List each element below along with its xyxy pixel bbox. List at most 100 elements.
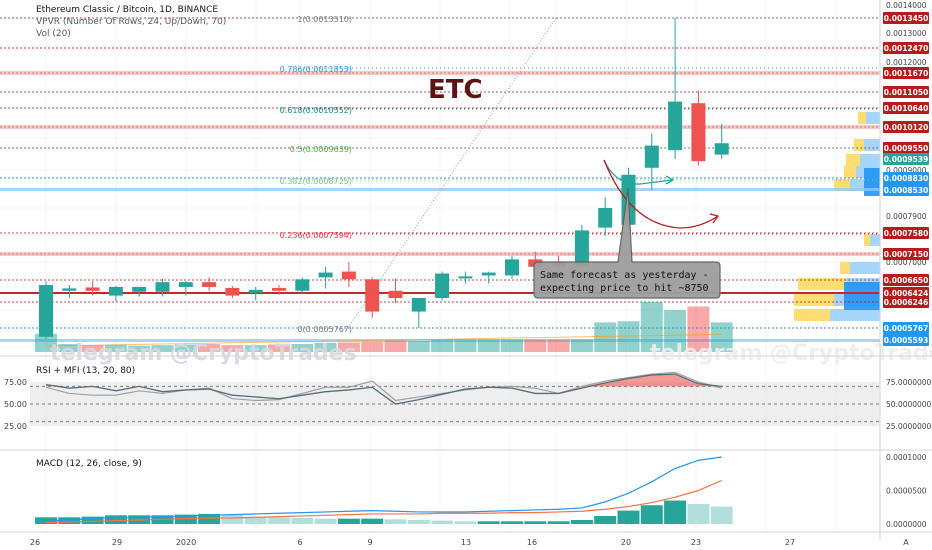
price-tag-label: 0.0006424 (884, 289, 929, 298)
price-tag[interactable] (883, 102, 929, 114)
price-tag-label: 0.0012470 (884, 44, 929, 53)
candle-body[interactable] (318, 272, 333, 278)
candle-body[interactable] (108, 286, 123, 296)
macd-histogram-bar (35, 517, 57, 524)
vpvr-up-bar (830, 309, 880, 321)
time-axis-label: 20 (621, 538, 631, 547)
candle-body[interactable] (574, 230, 589, 267)
price-tag-label: 0.0011670 (884, 69, 929, 78)
price-tag-label: 0.0005593 (884, 336, 929, 345)
macd-histogram-bar (501, 521, 523, 524)
volume-bar (640, 302, 663, 352)
price-axis-tick: 0.0007000 (886, 258, 927, 267)
price-tag[interactable] (883, 172, 929, 184)
volume-bar (337, 342, 360, 352)
vpvr-poc-bar (844, 282, 880, 310)
volume-bar (35, 333, 57, 352)
macd-histogram-bar (58, 517, 81, 524)
candle-body[interactable] (272, 287, 286, 291)
blue-zone (0, 188, 880, 191)
volume-bar (151, 345, 174, 352)
candle-body[interactable] (668, 101, 683, 151)
vpvr-up-bar (870, 234, 880, 246)
candle-body[interactable] (411, 298, 426, 312)
macd-panel-title: MACD (12, 26, close, 9) (36, 459, 142, 469)
candle-body[interactable] (388, 290, 403, 298)
macd-histogram-bar (454, 521, 477, 524)
fib-level-label: 0.382(0.0008725) (280, 177, 352, 186)
price-tag[interactable] (883, 67, 929, 79)
price-tag[interactable] (883, 121, 929, 133)
price-tag[interactable] (883, 12, 929, 24)
fib-level-label: 0.786(0.0011853) (280, 65, 352, 74)
candle-body[interactable] (598, 208, 613, 228)
volume-bar (501, 339, 523, 352)
volume-bar (314, 342, 337, 352)
price-tag[interactable] (883, 86, 929, 98)
fib-level-label: 0.618(0.0010552) (280, 106, 352, 115)
macd-histogram-bar (221, 514, 244, 524)
candle-body[interactable] (341, 271, 356, 280)
callout-text-line2: expecting price to hit ~8750 (540, 283, 709, 294)
candle-body[interactable] (691, 103, 706, 162)
candle-body[interactable] (132, 286, 147, 292)
volume-bar (570, 339, 593, 352)
candle-body[interactable] (644, 145, 659, 168)
price-tag[interactable] (883, 184, 929, 196)
time-axis-label: 9 (367, 538, 372, 547)
candle-body[interactable] (481, 272, 496, 276)
volume-bar (221, 345, 244, 352)
candle-body[interactable] (505, 259, 519, 276)
macd-histogram-bar (477, 521, 500, 524)
price-tag[interactable] (883, 274, 929, 286)
volume-bar (710, 322, 733, 352)
candle-body[interactable] (178, 282, 193, 287)
rsi-right-tick: 75.0000000 (886, 378, 932, 387)
price-tag[interactable] (883, 153, 929, 165)
volume-legend: Vol (20) (36, 29, 71, 39)
macd-histogram-bar (407, 519, 430, 524)
price-axis-tick: 0.0014000 (886, 1, 927, 10)
price-tag-label: 0.0013450 (884, 14, 929, 23)
price-tag[interactable] (883, 42, 929, 54)
volume-bar (361, 341, 384, 352)
volume-bar (594, 322, 617, 352)
price-tag[interactable] (883, 334, 929, 346)
price-axis-tick: 0.0007900 (886, 212, 927, 221)
time-axis-label: 13 (461, 538, 471, 547)
candle-body[interactable] (202, 282, 217, 287)
candle-body[interactable] (365, 279, 380, 312)
candle-body[interactable] (714, 143, 729, 155)
price-tag[interactable] (883, 142, 929, 154)
candle-body[interactable] (39, 285, 53, 337)
volume-ma-line (45, 333, 722, 347)
macd-histogram-bar (617, 510, 640, 524)
candle-body[interactable] (435, 273, 450, 298)
candle-body[interactable] (85, 287, 100, 291)
fib-trend-line (347, 17, 557, 329)
candle-body[interactable] (62, 288, 77, 291)
resistance-zone (0, 252, 880, 256)
rsi-left-tick: 50.00 (4, 400, 27, 409)
vpvr-down-bar (844, 166, 856, 178)
volume-bar (268, 344, 290, 352)
candle-body[interactable] (458, 276, 473, 279)
candle-body[interactable] (295, 279, 310, 291)
macd-histogram-bar (244, 516, 267, 524)
mfi-line (45, 371, 722, 402)
price-tag[interactable] (883, 322, 929, 334)
price-tag[interactable] (883, 248, 929, 260)
volume-bar (58, 344, 81, 352)
candle-body[interactable] (248, 289, 263, 293)
rsi-panel-title: RSI + MFI (13, 20, 80) (36, 366, 135, 376)
vpvr-up-bar (850, 262, 880, 274)
candle-body[interactable] (155, 282, 170, 292)
price-tag[interactable] (883, 296, 929, 308)
macd-histogram-bar (174, 514, 197, 524)
time-axis-label: 6 (297, 538, 302, 547)
macd-histogram-bar (361, 518, 384, 524)
candle-body[interactable] (225, 287, 240, 296)
fib-level-label: 1(0.0013510) (297, 15, 352, 24)
price-tag[interactable] (883, 227, 929, 239)
